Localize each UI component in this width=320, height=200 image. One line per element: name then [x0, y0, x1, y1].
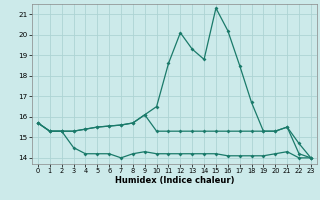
X-axis label: Humidex (Indice chaleur): Humidex (Indice chaleur)	[115, 176, 234, 185]
